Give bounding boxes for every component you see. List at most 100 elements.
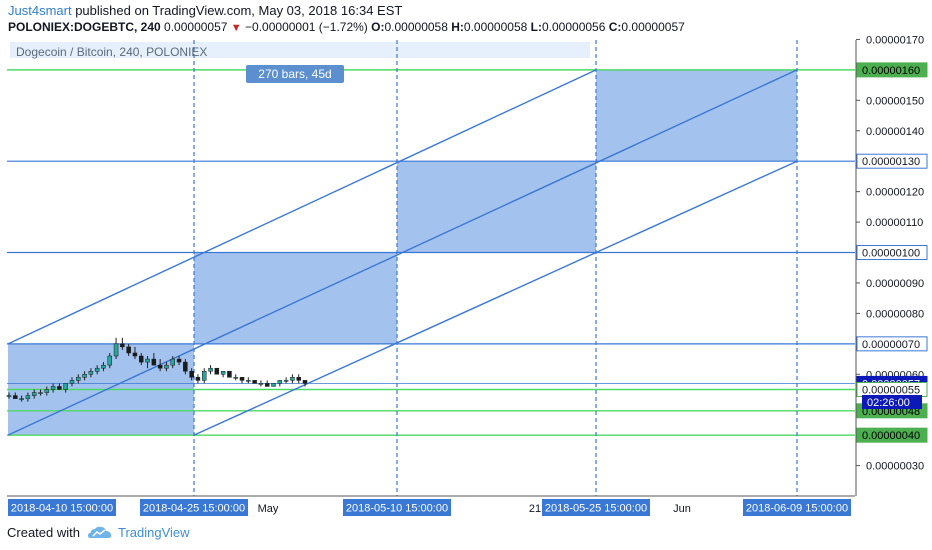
candle-body bbox=[264, 383, 270, 387]
down-arrow-icon: ▼ bbox=[230, 22, 242, 34]
candle-body bbox=[201, 370, 207, 381]
candle bbox=[38, 389, 43, 396]
candle-body bbox=[239, 377, 245, 381]
published-text: published on TradingView.com, May 03, 20… bbox=[71, 3, 403, 18]
candle-body bbox=[57, 386, 62, 390]
candle bbox=[277, 380, 283, 387]
time-tag-bg bbox=[542, 499, 650, 516]
candle bbox=[94, 365, 100, 375]
candle bbox=[208, 365, 213, 375]
candle-body bbox=[13, 395, 18, 399]
price-tag-label: 0.00000070 bbox=[862, 339, 920, 351]
x-axis: May 21 Jun 2018-04-10 15:00:00 2018-04-25 15… bbox=[7, 495, 855, 516]
price-tag: 0.00000130 bbox=[856, 153, 928, 169]
candle bbox=[25, 392, 31, 402]
y-tick-label: 0.00000150 bbox=[866, 95, 924, 107]
price-tag-bg bbox=[856, 153, 928, 169]
candle bbox=[189, 368, 194, 381]
candle-body bbox=[63, 383, 68, 390]
candle bbox=[283, 377, 289, 384]
candle bbox=[290, 374, 295, 384]
x-tick-label: Jun bbox=[673, 503, 691, 515]
time-tag-bg bbox=[140, 499, 248, 516]
countdown-tag: 02:26:00 bbox=[862, 395, 922, 409]
low-label: L: bbox=[530, 20, 542, 34]
candle bbox=[19, 395, 24, 402]
candle-body bbox=[195, 377, 201, 381]
candle bbox=[6, 392, 12, 399]
symbol: POLONIEX:DOGEBTC, 240 bbox=[8, 20, 161, 34]
time-tag: 2018-04-25 15:00:00 bbox=[140, 499, 248, 516]
candle-body bbox=[50, 386, 56, 390]
y-tick-label: 0.00000090 bbox=[866, 278, 924, 290]
candle bbox=[252, 380, 257, 384]
candle bbox=[107, 352, 113, 369]
candle bbox=[264, 380, 270, 387]
tradingview-cloud-icon bbox=[87, 526, 112, 538]
chart-title: Dogecoin / Bitcoin, 240, POLONIEX bbox=[16, 45, 207, 59]
candle-body bbox=[157, 364, 163, 369]
price-tag-bg bbox=[856, 62, 928, 78]
candle-body bbox=[170, 358, 175, 366]
candle-body bbox=[189, 370, 194, 378]
price-tag-label: 0.00000130 bbox=[862, 156, 920, 168]
publish-info: Just4smart published on TradingView.com,… bbox=[8, 3, 402, 18]
measure-label: 270 bars, 45d bbox=[258, 67, 331, 81]
y-tick-label: 0.00000080 bbox=[866, 308, 924, 320]
author-link[interactable]: Just4smart bbox=[8, 3, 72, 18]
candle bbox=[69, 377, 75, 387]
candle-body bbox=[113, 343, 119, 357]
candle-body bbox=[19, 398, 24, 400]
candle-body bbox=[227, 370, 232, 378]
candle-body bbox=[120, 343, 125, 348]
candle bbox=[157, 359, 163, 372]
candle bbox=[82, 371, 87, 381]
candle bbox=[50, 383, 56, 393]
title-highlight bbox=[10, 42, 590, 58]
time-tag: 2018-04-10 15:00:00 bbox=[8, 499, 116, 516]
candle-body bbox=[31, 392, 37, 396]
candle-body bbox=[296, 377, 301, 381]
candle-body bbox=[88, 370, 94, 375]
y-tick-label: 0.00000140 bbox=[866, 126, 924, 138]
candle-body bbox=[271, 383, 276, 387]
candle bbox=[246, 377, 251, 384]
candle-body bbox=[107, 355, 113, 366]
candle bbox=[183, 359, 188, 375]
candle bbox=[176, 356, 182, 366]
time-tag-bg bbox=[743, 499, 851, 516]
candle bbox=[126, 343, 131, 357]
candle bbox=[302, 380, 308, 387]
candle bbox=[195, 374, 201, 384]
close-label: C: bbox=[608, 20, 622, 34]
measure-badge-bg bbox=[246, 65, 344, 83]
countdown-bg bbox=[862, 395, 922, 409]
candle bbox=[88, 368, 94, 378]
open-value: 0.00000058 bbox=[384, 20, 448, 34]
time-tag-bg bbox=[8, 499, 116, 516]
price-tag: 0.00000070 bbox=[856, 336, 928, 352]
candle bbox=[76, 374, 81, 384]
time-tag-bg bbox=[343, 499, 451, 516]
candle-body bbox=[246, 380, 251, 382]
high-label: H: bbox=[451, 20, 464, 34]
price-tag-label: 0.00000055 bbox=[862, 385, 920, 397]
candle-body bbox=[164, 364, 169, 369]
candle bbox=[31, 389, 37, 399]
candle bbox=[63, 383, 68, 393]
created-with-label: Created with bbox=[7, 525, 80, 540]
candle-body bbox=[233, 377, 238, 379]
tradingview-brand[interactable]: TradingView bbox=[87, 525, 190, 540]
price-tag-label: 0.00000160 bbox=[862, 65, 920, 77]
price-tag-bg bbox=[856, 336, 928, 352]
close-value: 0.00000057 bbox=[621, 20, 685, 34]
candle-body bbox=[82, 374, 87, 378]
candle-body bbox=[44, 389, 50, 393]
candle-body bbox=[76, 377, 81, 381]
candle bbox=[13, 392, 18, 399]
candle bbox=[139, 352, 144, 366]
candle bbox=[214, 367, 220, 375]
price-tag: 0.00000055 bbox=[856, 382, 928, 397]
candle bbox=[120, 337, 125, 350]
